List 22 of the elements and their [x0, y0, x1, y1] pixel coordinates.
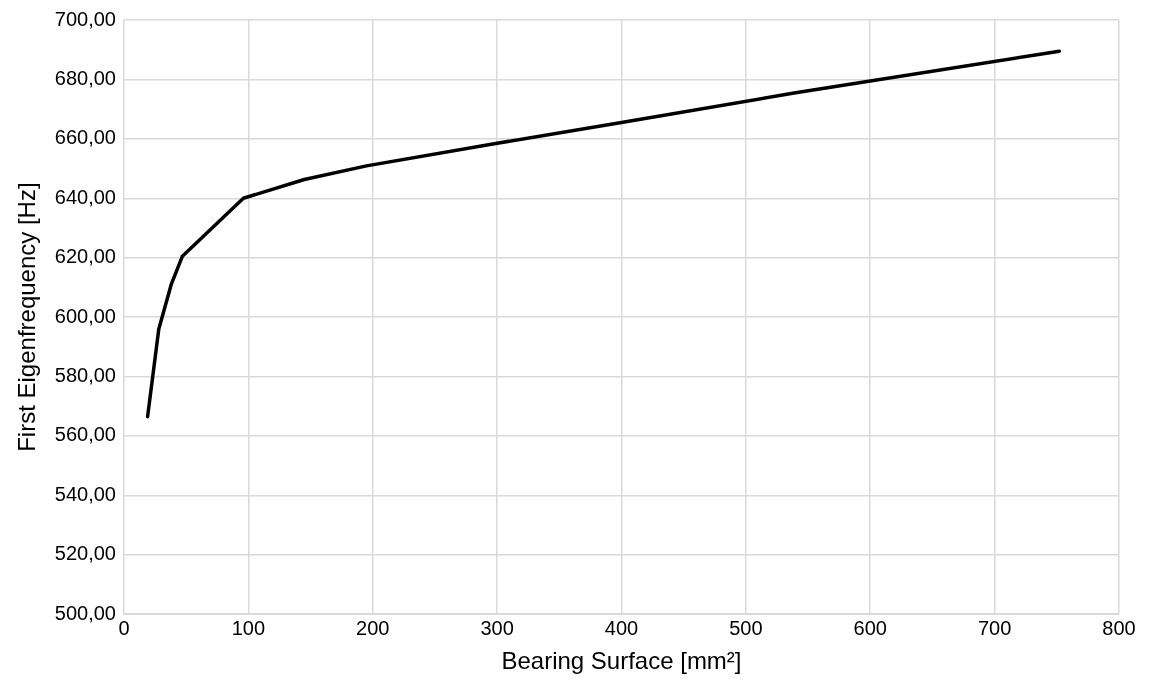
x-tick-label: 400 — [604, 616, 639, 639]
y-axis-title: First Eigenfrequency [Hz] — [13, 182, 41, 452]
y-tick-label: 700,00 — [54, 7, 116, 30]
y-tick-label: 500,00 — [54, 601, 116, 624]
y-tick-label: 600,00 — [54, 304, 116, 327]
x-tick-label: 300 — [480, 616, 514, 639]
x-tick-label: 200 — [356, 616, 390, 639]
y-tick-label: 640,00 — [54, 185, 116, 208]
y-tick-label: 560,00 — [54, 423, 116, 446]
y-tick-label: 620,00 — [54, 245, 116, 268]
y-tick-label: 520,00 — [54, 542, 116, 565]
x-tick-label: 500 — [729, 616, 763, 639]
x-tick-label: 800 — [1102, 616, 1136, 639]
x-tick-label: 0 — [118, 616, 130, 639]
x-tick-label: 700 — [977, 616, 1012, 639]
x-axis-title: Bearing Surface [mm²] — [501, 647, 742, 675]
y-tick-label: 680,00 — [54, 66, 116, 89]
x-tick-label: 100 — [231, 616, 266, 639]
y-tick-label: 580,00 — [54, 364, 116, 387]
x-tick-label: 600 — [853, 616, 887, 639]
y-tick-label: 540,00 — [54, 482, 116, 505]
y-tick-label: 660,00 — [54, 126, 116, 149]
